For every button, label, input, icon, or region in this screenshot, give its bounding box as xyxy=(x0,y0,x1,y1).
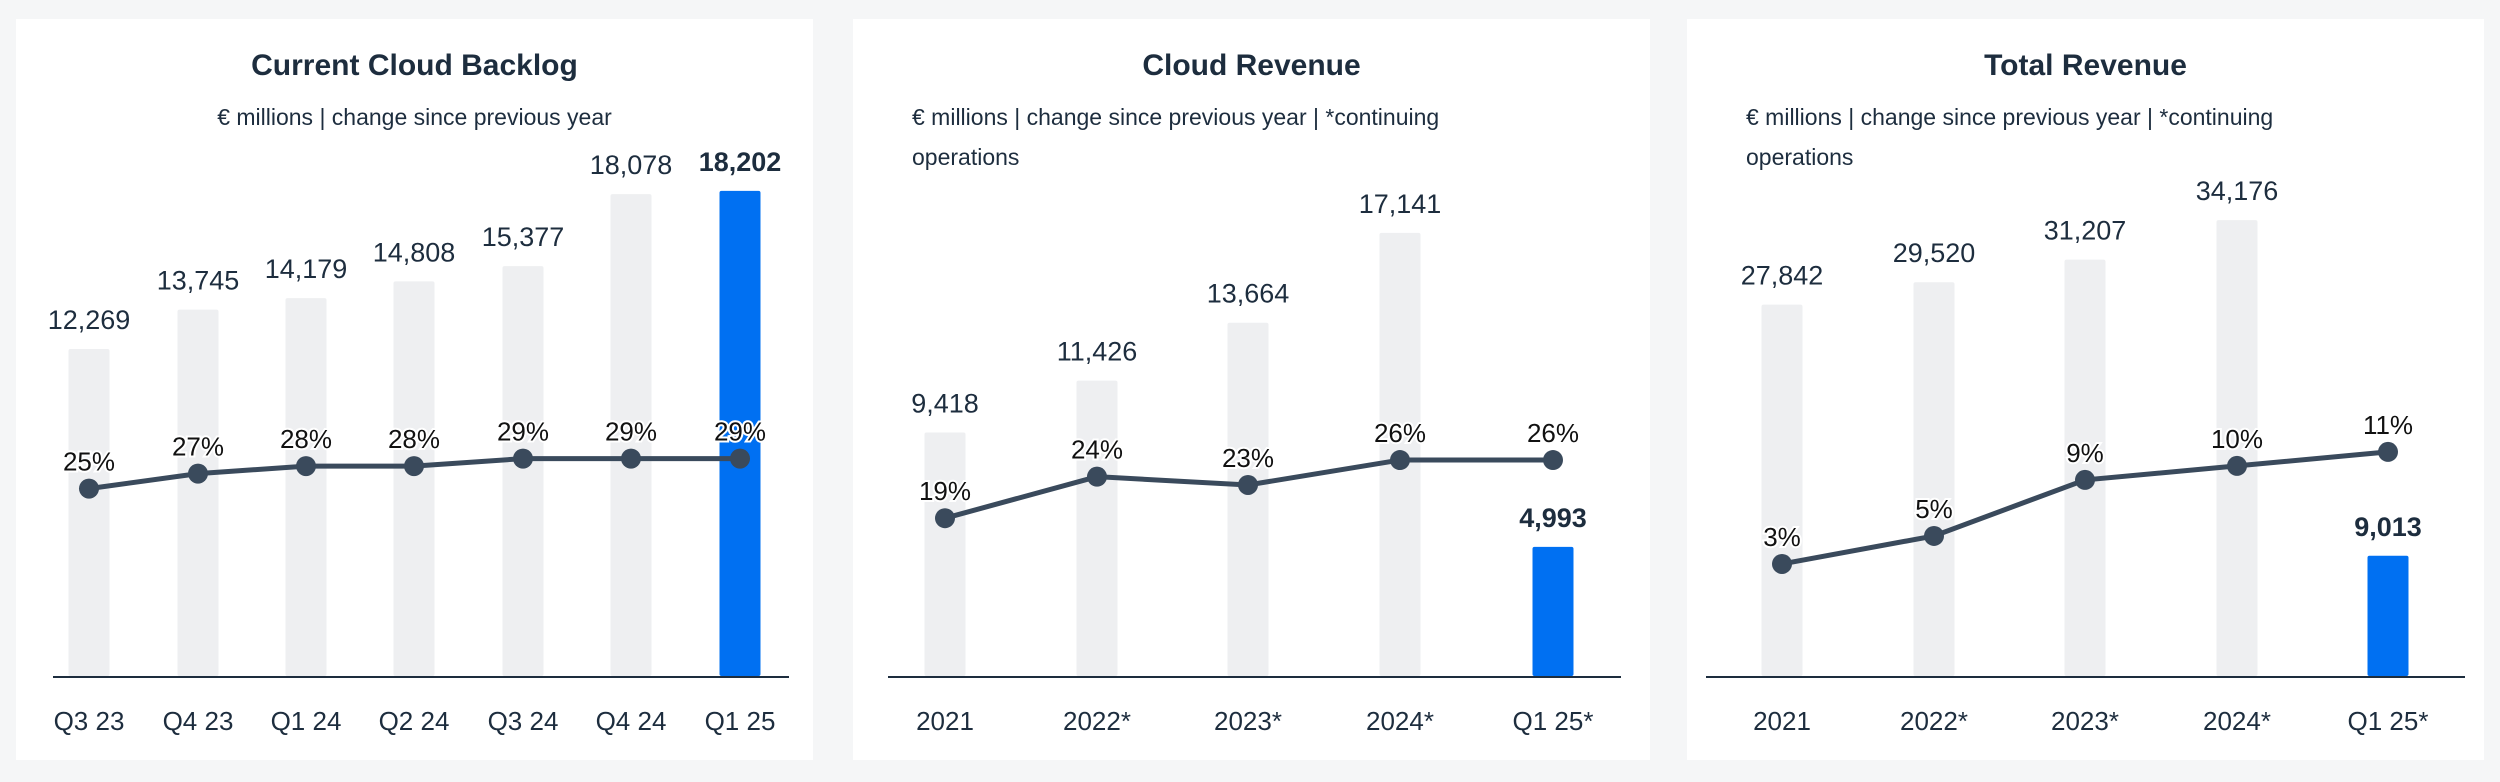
bar-value-label: 13,745 xyxy=(157,266,240,296)
growth-point xyxy=(1924,525,1944,546)
bar xyxy=(1913,282,1955,676)
x-tick-label: Q1 25* xyxy=(1513,706,1594,736)
growth-point xyxy=(935,508,955,529)
x-tick-label: Q3 24 xyxy=(488,706,559,736)
growth-label: 28% xyxy=(388,424,440,454)
growth-label: 29% xyxy=(605,417,657,447)
bar xyxy=(1761,304,1803,676)
bar-value-label: 9,013 xyxy=(2354,512,2422,542)
bar-value-label: 18,202 xyxy=(699,147,782,177)
bar xyxy=(502,266,544,676)
x-tick-label: 2021 xyxy=(1753,706,1811,736)
growth-label: 3% xyxy=(1763,522,1801,552)
x-tick-label: Q1 25* xyxy=(2348,706,2429,736)
growth-label: 26% xyxy=(1527,418,1579,448)
growth-point xyxy=(730,448,750,469)
chart-title: Total Revenue xyxy=(1984,49,2187,82)
bar xyxy=(2216,220,2258,676)
chart-subtitle: € millions | change since previous year xyxy=(217,104,612,130)
bar-value-label: 14,808 xyxy=(373,237,456,267)
bar-value-label: 27,842 xyxy=(1741,261,1824,291)
chart-title: Cloud Revenue xyxy=(1142,49,1361,82)
bar-value-label: 18,078 xyxy=(590,150,673,180)
chart-canvas: 12,269 Q3 23 13,745 Q4 23 14,179 Q1 24 14,808 Q… xyxy=(48,147,789,736)
growth-label: 28% xyxy=(280,424,332,454)
chart-subtitle: € millions | change since previous year … xyxy=(1746,104,2274,170)
bar xyxy=(285,298,327,676)
growth-point xyxy=(1772,553,1792,574)
growth-label: 24% xyxy=(1071,435,1123,465)
growth-point xyxy=(2378,441,2398,462)
x-tick-label: 2022* xyxy=(1900,706,1968,736)
growth-label: 29% xyxy=(714,417,766,447)
growth-label: 11% xyxy=(2363,410,2413,440)
growth-point xyxy=(1087,466,1107,487)
x-tick-label: 2023* xyxy=(1214,706,1282,736)
bar xyxy=(1076,380,1118,676)
x-tick-label: Q1 24 xyxy=(271,706,342,736)
x-tick-label: Q4 23 xyxy=(163,706,234,736)
growth-label: 26% xyxy=(1374,418,1426,448)
x-tick-label: 2024* xyxy=(2203,706,2271,736)
growth-label: 29% xyxy=(497,417,549,447)
x-tick-label: Q3 23 xyxy=(54,706,125,736)
growth-point xyxy=(2075,469,2095,490)
bar-value-label: 29,520 xyxy=(1893,238,1976,268)
growth-point xyxy=(2227,455,2247,476)
chart-canvas: 27,842 2021 29,520 2022* 31,207 2023* 34,176 20… xyxy=(1706,176,2465,736)
growth-label: 23% xyxy=(1222,443,1274,473)
chart-panel-total-revenue: Total Revenue € millions | change since … xyxy=(1687,19,2484,760)
growth-point xyxy=(1543,450,1563,471)
bar xyxy=(393,281,435,676)
bar-value-label: 12,269 xyxy=(48,305,131,335)
bar-value-label: 31,207 xyxy=(2044,216,2127,246)
bar-value-label: 4,993 xyxy=(1519,503,1587,533)
x-tick-label: 2024* xyxy=(1366,706,1434,736)
x-tick-label: Q4 24 xyxy=(596,706,667,736)
growth-label: 27% xyxy=(172,432,224,462)
bar xyxy=(610,194,652,676)
bar xyxy=(1227,322,1269,676)
bar-value-label: 13,664 xyxy=(1207,279,1290,309)
x-tick-label: 2022* xyxy=(1063,706,1131,736)
growth-label: 19% xyxy=(919,476,971,506)
highlighted-bar xyxy=(2367,555,2409,676)
chart-canvas: 9,418 2021 11,426 2022* 13,664 2023* 17,141 202… xyxy=(888,189,1621,736)
bar-value-label: 14,179 xyxy=(265,254,348,284)
bar xyxy=(68,349,110,676)
bar-value-label: 15,377 xyxy=(482,222,565,252)
growth-point xyxy=(1390,450,1410,471)
bar-value-label: 9,418 xyxy=(911,389,979,419)
chart-panel-cloud-revenue: Cloud Revenue € millions | change since … xyxy=(853,19,1650,760)
bar-value-label: 17,141 xyxy=(1359,189,1442,219)
growth-label: 5% xyxy=(1915,494,1953,524)
x-tick-label: Q2 24 xyxy=(379,706,450,736)
growth-label: 25% xyxy=(63,447,115,477)
bar xyxy=(924,432,966,676)
bar xyxy=(2064,259,2106,676)
chart-title: Current Cloud Backlog xyxy=(251,49,578,82)
bar xyxy=(177,309,219,676)
growth-point xyxy=(621,448,641,469)
growth-point xyxy=(188,463,208,484)
bar-value-label: 11,426 xyxy=(1057,337,1138,367)
growth-label: 9% xyxy=(2066,438,2104,468)
highlighted-bar xyxy=(1532,546,1574,676)
growth-point xyxy=(513,448,533,469)
growth-point xyxy=(404,456,424,477)
x-tick-label: 2023* xyxy=(2051,706,2119,736)
x-tick-label: 2021 xyxy=(916,706,974,736)
growth-point xyxy=(296,456,316,477)
chart-panel-current-cloud-backlog: Current Cloud Backlog € millions | chang… xyxy=(16,19,813,760)
bar-value-label: 34,176 xyxy=(2196,176,2279,206)
growth-label: 10% xyxy=(2211,424,2263,454)
chart-subtitle: € millions | change since previous year … xyxy=(912,104,1440,170)
growth-point xyxy=(1238,474,1258,495)
highlighted-bar xyxy=(719,190,761,676)
x-tick-label: Q1 25 xyxy=(705,706,776,736)
growth-point xyxy=(79,478,99,499)
